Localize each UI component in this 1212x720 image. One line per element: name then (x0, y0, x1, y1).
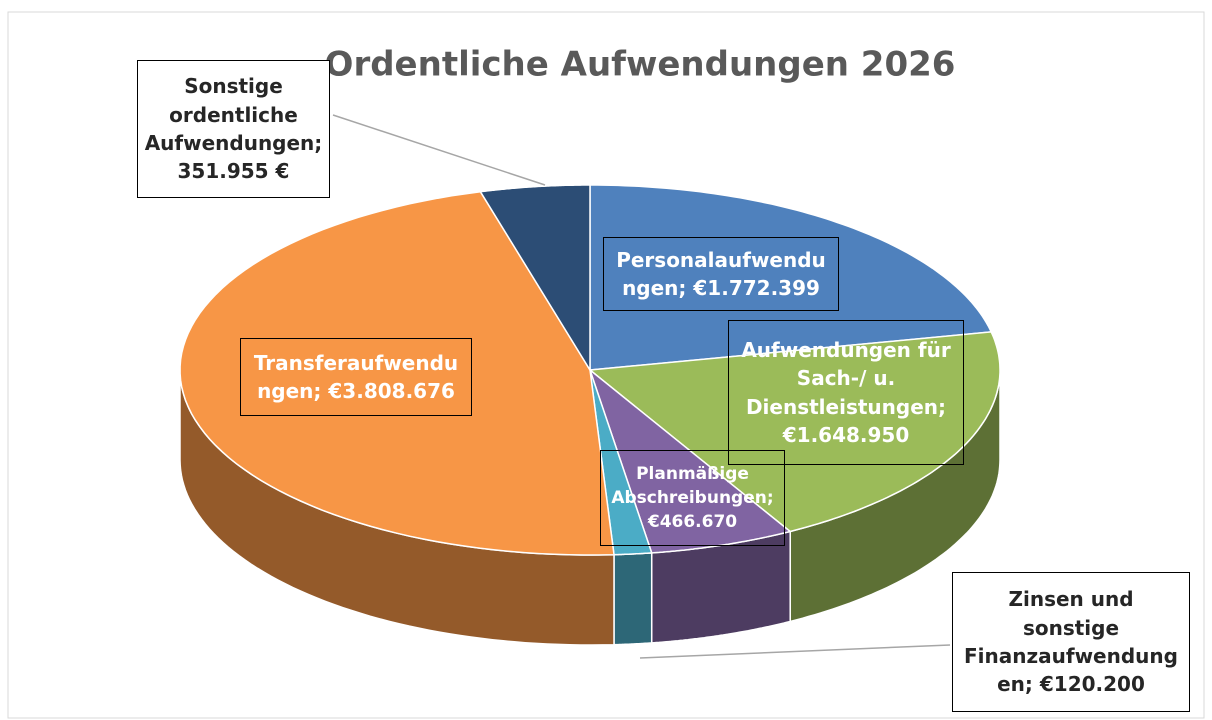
label-part: Personalaufwendungen (616, 247, 826, 300)
label-part: 351.955 € (177, 159, 290, 184)
leader-line (639, 644, 951, 659)
data-label-text: Personalaufwendungen; €1.772.399 (610, 246, 832, 303)
data-label: Personalaufwendungen; €1.772.399 (603, 237, 839, 311)
data-label-text: Transferaufwendungen; €3.808.676 (247, 349, 465, 406)
label-part: €1.648.950 (782, 422, 910, 447)
chart-border (7, 11, 1205, 719)
label-part: Planmäßige Abschreibungen (611, 463, 767, 508)
label-part: Aufwendungen für Sach-/ u. Dienstleistun… (741, 337, 951, 419)
label-part: ; (766, 487, 780, 508)
label-part: ; (313, 379, 329, 403)
data-label: Zinsen und sonstige Finanzaufwendungen; … (952, 572, 1190, 712)
data-label-text: Planmäßige Abschreibungen; €466.670 (607, 462, 778, 534)
slice (589, 184, 993, 371)
pie (179, 184, 1001, 646)
label-part: ; (1024, 672, 1040, 697)
data-label-text: Aufwendungen für Sach-/ u. Dienstleistun… (735, 336, 957, 450)
label-part: ; (938, 394, 953, 419)
data-label-text: Sonstige ordentliche Aufwendungen; 351.9… (144, 72, 323, 186)
data-label: Planmäßige Abschreibungen; €466.670 (600, 450, 785, 546)
label-part: ; (678, 276, 694, 300)
label-part: €466.670 (647, 512, 738, 533)
slice (179, 190, 615, 556)
label-part: €1.772.399 (693, 276, 820, 300)
slice-side (613, 552, 653, 646)
label-part: €120.200 (1039, 672, 1145, 697)
data-label: Sonstige ordentliche Aufwendungen; 351.9… (137, 60, 330, 198)
slice (589, 369, 653, 556)
label-part: Transferaufwendungen (253, 350, 459, 403)
label-part: ; (314, 131, 330, 155)
label-part: €3.808.676 (328, 379, 455, 403)
leader-line (332, 114, 546, 186)
data-label: Aufwendungen für Sach-/ u. Dienstleistun… (728, 320, 964, 465)
slice (479, 184, 591, 373)
data-label: Transferaufwendungen; €3.808.676 (240, 338, 472, 416)
label-part: Zinsen und sonstige Finanzaufwendungen (964, 587, 1178, 697)
chart-title: Ordentliche Aufwendungen 2026 (325, 45, 956, 85)
data-label-text: Zinsen und sonstige Finanzaufwendungen; … (959, 585, 1183, 699)
label-part: Sonstige ordentliche Aufwendungen (144, 74, 315, 155)
